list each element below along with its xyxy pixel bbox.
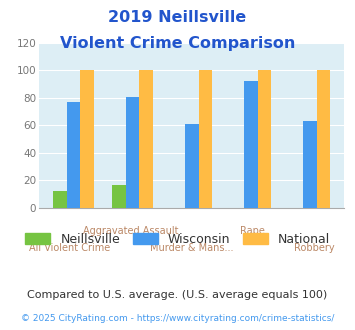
Text: Aggravated Assault: Aggravated Assault (83, 226, 179, 236)
Text: Murder & Mans...: Murder & Mans... (150, 243, 234, 252)
Bar (198, 70, 212, 208)
Text: All Violent Crime: All Violent Crime (29, 243, 110, 252)
Bar (185, 124, 198, 208)
Text: Violent Crime Comparison: Violent Crime Comparison (60, 36, 295, 51)
Text: 2019 Neillsville: 2019 Neillsville (108, 10, 247, 25)
Bar (317, 70, 331, 208)
Text: © 2025 CityRating.com - https://www.cityrating.com/crime-statistics/: © 2025 CityRating.com - https://www.city… (21, 314, 334, 323)
Bar (244, 82, 258, 208)
Bar (112, 184, 126, 208)
Text: Compared to U.S. average. (U.S. average equals 100): Compared to U.S. average. (U.S. average … (27, 290, 328, 300)
Bar (303, 121, 317, 208)
Bar (139, 70, 153, 208)
Bar (53, 191, 66, 208)
Bar (258, 70, 271, 208)
Text: Rape: Rape (240, 226, 265, 236)
Legend: Neillsville, Wisconsin, National: Neillsville, Wisconsin, National (20, 228, 335, 251)
Bar (80, 70, 94, 208)
Bar (66, 102, 80, 208)
Bar (126, 96, 139, 208)
Text: Robbery: Robbery (294, 243, 334, 252)
